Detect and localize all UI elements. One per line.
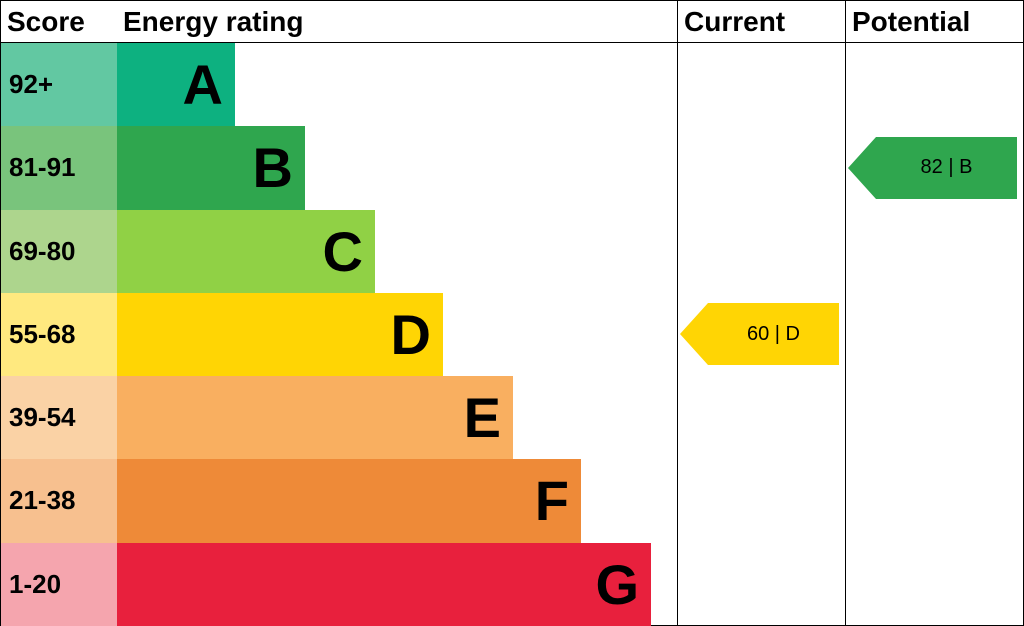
rating-letter-d: D [391, 302, 431, 367]
header-potential: Potential [845, 1, 1023, 42]
rating-bar-e: E [117, 376, 513, 459]
bar-cell: F [117, 459, 677, 542]
rating-letter-f: F [535, 468, 569, 533]
rating-bar-b: B [117, 126, 305, 209]
rating-letter-g: G [595, 552, 639, 617]
header-current: Current [677, 1, 845, 42]
current-cell [677, 459, 845, 542]
potential-cell: 82 | B [845, 126, 1023, 209]
header-rating: Energy rating [117, 1, 677, 42]
potential-marker-label: 82 | B [876, 137, 1017, 199]
rating-row-g: 1-20 G [1, 543, 1023, 626]
potential-cell [845, 210, 1023, 293]
potential-cell [845, 543, 1023, 626]
current-cell [677, 210, 845, 293]
bar-cell: C [117, 210, 677, 293]
rating-letter-a: A [183, 52, 223, 117]
rating-letter-b: B [253, 135, 293, 200]
rating-bar-d: D [117, 293, 443, 376]
current-cell: 60 | D [677, 293, 845, 376]
score-range-d: 55-68 [1, 293, 117, 376]
rating-bar-c: C [117, 210, 375, 293]
potential-cell [845, 459, 1023, 542]
rating-row-d: 55-68 D 60 | D [1, 293, 1023, 376]
potential-cell [845, 293, 1023, 376]
bar-cell: D [117, 293, 677, 376]
rating-row-a: 92+ A [1, 43, 1023, 126]
rating-row-e: 39-54 E [1, 376, 1023, 459]
rating-letter-c: C [323, 219, 363, 284]
header-row: Score Energy rating Current Potential [1, 1, 1023, 43]
score-range-e: 39-54 [1, 376, 117, 459]
bar-cell: B [117, 126, 677, 209]
score-range-f: 21-38 [1, 459, 117, 542]
potential-marker: 82 | B [848, 136, 1017, 199]
bar-cell: A [117, 43, 677, 126]
rating-row-b: 81-91 B 82 | B [1, 126, 1023, 209]
chart-body: 92+ A 81-91 B 82 | B 69-80 C 55-68 D 60 | D 39-54 E… [1, 43, 1023, 626]
current-marker: 60 | D [680, 303, 839, 366]
bar-cell: E [117, 376, 677, 459]
potential-cell [845, 376, 1023, 459]
score-range-b: 81-91 [1, 126, 117, 209]
rating-bar-f: F [117, 459, 581, 542]
current-cell [677, 43, 845, 126]
current-cell [677, 543, 845, 626]
rating-row-f: 21-38 F [1, 459, 1023, 542]
score-range-a: 92+ [1, 43, 117, 126]
header-score: Score [1, 1, 117, 42]
score-range-g: 1-20 [1, 543, 117, 626]
rating-row-c: 69-80 C [1, 210, 1023, 293]
energy-rating-chart: Score Energy rating Current Potential 92… [0, 0, 1024, 626]
current-marker-label: 60 | D [708, 303, 839, 365]
rating-bar-g: G [117, 543, 651, 626]
score-range-c: 69-80 [1, 210, 117, 293]
current-cell [677, 376, 845, 459]
rating-letter-e: E [464, 385, 501, 450]
potential-marker-arrow-icon [848, 137, 876, 199]
potential-cell [845, 43, 1023, 126]
bar-cell: G [117, 543, 677, 626]
current-marker-arrow-icon [680, 303, 708, 365]
rating-bar-a: A [117, 43, 235, 126]
current-cell [677, 126, 845, 209]
